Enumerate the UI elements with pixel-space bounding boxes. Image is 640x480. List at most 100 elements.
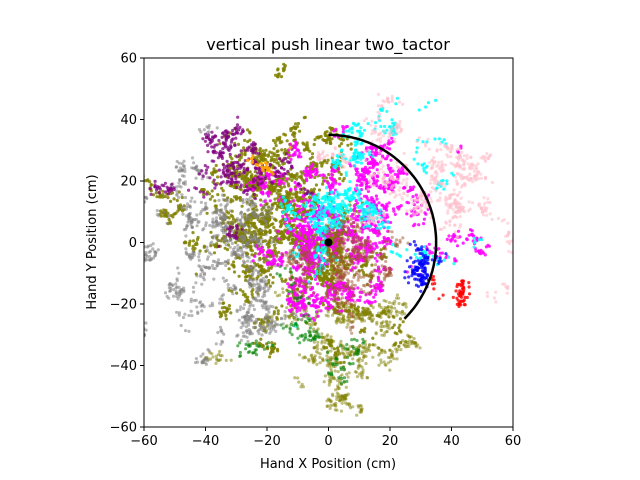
trajectory-point: [283, 310, 287, 314]
trajectory-point: [223, 222, 227, 226]
trajectory-point: [202, 227, 206, 231]
trajectory-point: [358, 344, 362, 348]
trajectory-point: [389, 359, 393, 363]
trajectory-point: [351, 405, 355, 409]
trajectory-point: [368, 161, 372, 165]
trajectory-point: [374, 289, 378, 293]
trajectory-point: [176, 209, 180, 213]
trajectory-point: [220, 306, 224, 310]
trajectory-point: [284, 278, 288, 282]
trajectory-point: [323, 133, 327, 138]
trajectory-point: [176, 204, 180, 208]
trajectory-point: [391, 344, 395, 348]
trajectory-point: [286, 302, 291, 306]
trajectory-point: [187, 329, 191, 333]
trajectory-point: [412, 336, 416, 341]
trajectory-point: [197, 255, 201, 259]
trajectory-point: [318, 361, 322, 365]
trajectory-point: [291, 126, 296, 130]
trajectory-point: [272, 153, 276, 158]
trajectory-point: [204, 201, 208, 205]
trajectory-point: [286, 172, 290, 176]
trajectory-point: [261, 329, 265, 333]
trajectory-point: [278, 138, 282, 142]
trajectory-point: [167, 286, 171, 290]
trajectory-point: [263, 152, 267, 156]
trajectory-point: [388, 356, 392, 360]
trajectory-point: [292, 203, 296, 207]
trajectory-point: [285, 139, 289, 143]
trajectory-point: [361, 169, 365, 173]
trajectory-point: [199, 130, 203, 134]
trajectory-point: [184, 247, 188, 251]
trajectory-point: [299, 170, 303, 174]
trajectory-point: [370, 146, 374, 151]
trajectory-point: [145, 245, 149, 249]
trajectory-point: [218, 358, 223, 362]
trajectory-point: [250, 199, 254, 203]
trajectory-point: [216, 175, 220, 179]
trajectory-point: [257, 252, 261, 256]
trajectory-point: [144, 200, 147, 204]
trajectory-point: [299, 228, 303, 232]
trajectory-point: [347, 371, 351, 375]
trajectory-point: [186, 252, 190, 257]
trajectory-point: [286, 294, 290, 298]
trajectory-point: [250, 278, 254, 282]
trajectory-point: [393, 172, 397, 176]
trajectory-point: [255, 286, 259, 291]
trajectory-point: [262, 253, 266, 257]
trajectory-point: [196, 235, 200, 240]
trajectory-point: [260, 210, 264, 214]
trajectory-point: [184, 241, 188, 245]
trajectory-point: [271, 281, 275, 285]
trajectory-point: [287, 316, 292, 320]
trajectory-point: [330, 137, 334, 141]
trajectory-point: [276, 309, 280, 313]
trajectory-point: [238, 288, 243, 292]
trajectory-point: [325, 275, 329, 279]
trajectory-point: [222, 301, 226, 305]
trajectory-point: [241, 200, 245, 204]
trajectory-point: [326, 278, 330, 282]
trajectory-point: [276, 188, 280, 192]
trajectory-point: [284, 190, 289, 194]
trajectory-point: [210, 263, 215, 268]
trajectory-point: [241, 270, 245, 274]
trajectory-point: [367, 308, 371, 312]
trajectory-point: [367, 343, 371, 347]
trajectory-point: [371, 229, 375, 233]
trajectory-point: [375, 197, 379, 201]
trajectory-point: [207, 192, 211, 196]
trajectory-point: [148, 254, 152, 259]
trajectory-point: [295, 198, 299, 202]
trajectory-point: [394, 296, 399, 300]
trajectory-point: [247, 274, 251, 278]
trajectory-point: [259, 249, 263, 253]
trajectory-point: [336, 379, 340, 383]
trajectory-point: [147, 250, 151, 254]
trajectory-point: [352, 209, 356, 213]
trajectory-point: [292, 245, 296, 249]
trajectory-point: [362, 319, 366, 323]
trajectory-point: [221, 276, 225, 280]
trajectory-point: [237, 248, 241, 252]
trajectory-point: [418, 346, 422, 350]
trajectory-point: [287, 237, 291, 241]
trajectory-point: [336, 167, 340, 171]
trajectory-point: [382, 235, 386, 240]
trajectory-point: [308, 157, 312, 161]
trajectory-point: [268, 188, 272, 192]
trajectory-point: [375, 168, 379, 172]
trajectory-point: [417, 223, 421, 227]
trajectory-point: [212, 167, 216, 171]
trajectory-point: [387, 309, 391, 313]
trajectory-point: [207, 130, 211, 134]
trajectory-point: [389, 141, 393, 145]
trajectory-point: [267, 278, 271, 283]
trajectory-point: [231, 229, 235, 233]
trajectory-point: [184, 234, 188, 238]
trajectory-point: [328, 303, 333, 307]
trajectory-point: [175, 277, 179, 281]
trajectory-point: [223, 205, 227, 209]
